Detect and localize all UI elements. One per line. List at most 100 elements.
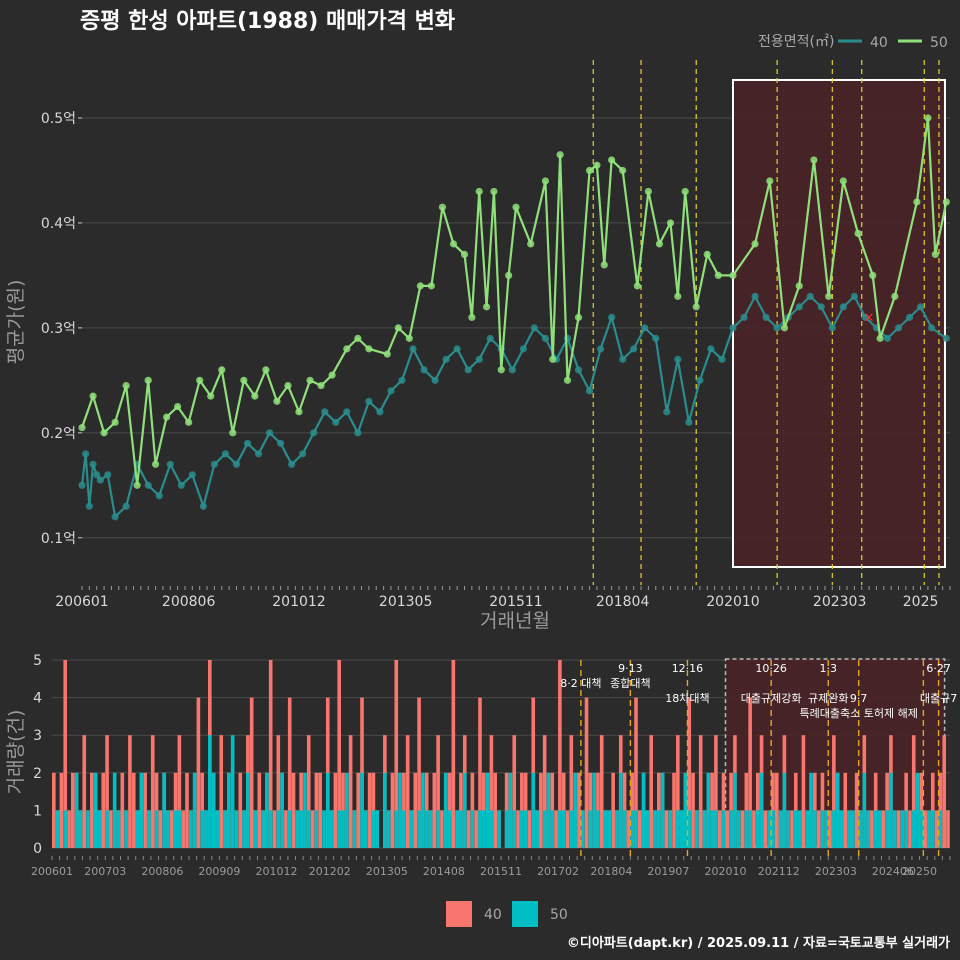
y-tick-label: 0.2억 (41, 426, 76, 442)
data-point-40 (199, 502, 207, 510)
volume-bar-40 (801, 735, 806, 848)
data-point-50 (585, 166, 594, 175)
volume-bar-50 (603, 810, 608, 848)
data-point-50 (354, 334, 362, 342)
volume-bar-40 (52, 772, 56, 848)
data-point-50 (839, 177, 847, 185)
volume-bar-40 (71, 772, 75, 848)
volume-bar-50 (683, 772, 688, 848)
volume-bar-40 (934, 810, 939, 848)
volume-bar-40 (489, 735, 494, 848)
data-point-40 (188, 471, 196, 479)
volume-bar-40 (676, 735, 680, 848)
volume-bar-40 (268, 660, 273, 848)
data-point-50 (854, 229, 862, 238)
data-point-50 (913, 198, 921, 206)
data-point-50 (593, 161, 601, 169)
volume-bar-40 (599, 735, 604, 848)
volume-bar-40 (59, 772, 64, 848)
data-point-50 (869, 271, 877, 279)
volume-bar-50 (588, 810, 593, 848)
bar-x-tick-label: 20250 (902, 865, 937, 878)
data-point-50 (766, 177, 774, 185)
volume-bar-40 (128, 735, 132, 848)
x-tick-label: 201511 (489, 594, 542, 610)
y-tick-label: 0.3억 (41, 321, 76, 337)
data-point-50 (427, 282, 436, 290)
data-point-50 (144, 376, 152, 384)
volume-bar-40 (672, 772, 676, 848)
data-point-40 (166, 460, 174, 468)
volume-bar-50 (364, 810, 368, 848)
data-point-40 (265, 429, 274, 437)
policy-annotation: 6·27 (926, 662, 951, 675)
volume-bar-50 (177, 810, 182, 848)
volume-bar-50 (592, 772, 596, 848)
data-point-50 (295, 408, 303, 416)
volume-bar-50 (523, 810, 528, 848)
volume-bar-50 (97, 810, 102, 848)
volume-bar-50 (866, 810, 870, 848)
legend-swatch-40 (446, 901, 472, 927)
volume-bar-50 (402, 810, 406, 848)
volume-bar-50 (832, 810, 836, 848)
data-point-50 (924, 114, 932, 122)
volume-bar-50 (280, 772, 284, 848)
volume-bar-50 (200, 810, 205, 848)
x-tick-label: 201012 (272, 594, 325, 610)
legend-swatch-50 (512, 901, 538, 927)
volume-bar-40 (911, 735, 916, 848)
policy-annotation: 9·13 (618, 662, 643, 675)
volume-bar-50 (877, 810, 882, 848)
data-point-40 (221, 450, 230, 458)
volume-bar-40 (185, 772, 189, 848)
top-y-axis-title: 평균가(원) (5, 280, 27, 365)
volume-bar-40 (238, 772, 243, 848)
volume-bar-40 (748, 697, 752, 848)
volume-bar-40 (131, 772, 136, 848)
volume-bar-50 (520, 810, 524, 848)
volume-bar-50 (721, 810, 726, 848)
volume-bar-40 (394, 660, 399, 848)
volume-bar-50 (306, 810, 311, 848)
volume-bar-50 (755, 810, 760, 848)
data-point-50 (541, 177, 550, 185)
data-point-40 (839, 303, 847, 311)
volume-bar-50 (421, 772, 425, 848)
data-point-50 (394, 324, 402, 332)
data-point-40 (365, 397, 373, 405)
volume-bar-50 (938, 810, 943, 848)
volume-bar-40 (181, 810, 185, 848)
data-point-50 (563, 376, 572, 384)
volume-bar-40 (493, 772, 498, 848)
volume-bar-50 (885, 810, 889, 848)
data-point-40 (718, 355, 726, 363)
policy-annotation: 18차대책 (665, 692, 709, 705)
volume-bar-50 (615, 810, 619, 848)
volume-bar-50 (352, 810, 357, 848)
volume-bar-40 (413, 772, 418, 848)
volume-bar-50 (459, 810, 463, 848)
data-point-50 (674, 292, 682, 300)
volume-bar-50 (455, 810, 459, 848)
volume-bar-50 (78, 810, 83, 848)
volume-bar-40 (725, 810, 730, 848)
volume-bar-50 (204, 810, 208, 848)
top-x-axis-title: 거래년월 (480, 610, 550, 632)
data-point-50 (438, 203, 447, 211)
legend-bar-label-50: 50 (550, 907, 568, 923)
data-point-40 (883, 334, 892, 342)
volume-bar-50 (211, 772, 216, 848)
volume-bar-40 (196, 697, 201, 848)
volume-bar-50 (710, 810, 714, 848)
data-point-40 (486, 334, 494, 342)
data-point-40 (155, 492, 163, 500)
data-point-50 (527, 240, 535, 248)
volume-bar-50 (147, 810, 151, 848)
data-point-40 (942, 334, 950, 342)
volume-bar-40 (82, 735, 87, 848)
data-point-40 (905, 313, 914, 321)
volume-bar-40 (554, 810, 558, 848)
data-point-50 (556, 151, 564, 159)
volume-bar-50 (911, 810, 916, 848)
